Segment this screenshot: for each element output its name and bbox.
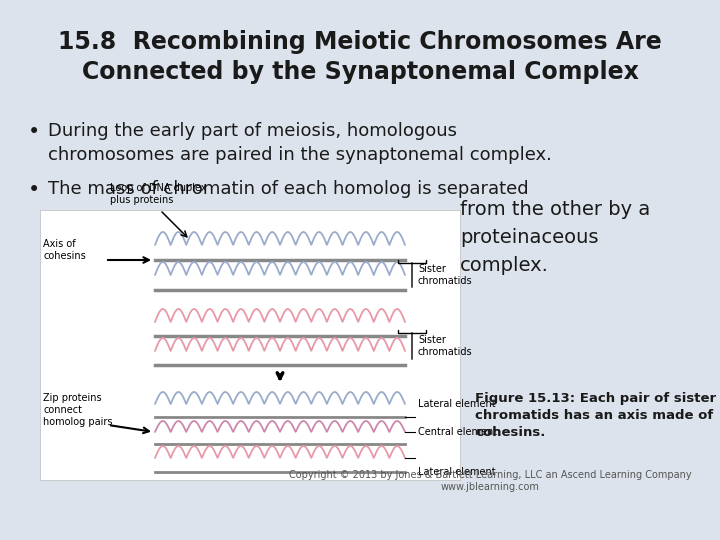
Text: Lateral element: Lateral element — [418, 467, 495, 477]
Text: The mass of chromatin of each homolog is separated: The mass of chromatin of each homolog is… — [48, 180, 528, 198]
Text: Zip proteins
connect
homolog pairs: Zip proteins connect homolog pairs — [43, 394, 112, 427]
Text: •: • — [28, 180, 40, 200]
Text: Loop of DNA duplex
plus proteins: Loop of DNA duplex plus proteins — [110, 184, 207, 205]
FancyBboxPatch shape — [40, 210, 460, 480]
Text: Sister
chromatids: Sister chromatids — [418, 264, 472, 286]
Text: Axis of
cohesins: Axis of cohesins — [43, 239, 86, 261]
Text: During the early part of meiosis, homologous
chromosomes are paired in the synap: During the early part of meiosis, homolo… — [48, 122, 552, 164]
Text: Figure 15.13: Each pair of sister
chromatids has an axis made of
cohesins.: Figure 15.13: Each pair of sister chroma… — [475, 392, 716, 439]
Text: from the other by a
proteinaceous
complex.: from the other by a proteinaceous comple… — [460, 200, 650, 275]
Text: Central element: Central element — [418, 427, 497, 437]
Text: Lateral element: Lateral element — [418, 399, 495, 409]
Text: •: • — [28, 122, 40, 142]
Text: Sister
chromatids: Sister chromatids — [418, 335, 472, 357]
Text: 15.8  Recombining Meiotic Chromosomes Are
Connected by the Synaptonemal Complex: 15.8 Recombining Meiotic Chromosomes Are… — [58, 30, 662, 84]
Text: Copyright © 2013 by Jones & Bartlett Learning, LLC an Ascend Learning Company
ww: Copyright © 2013 by Jones & Bartlett Lea… — [289, 470, 691, 492]
